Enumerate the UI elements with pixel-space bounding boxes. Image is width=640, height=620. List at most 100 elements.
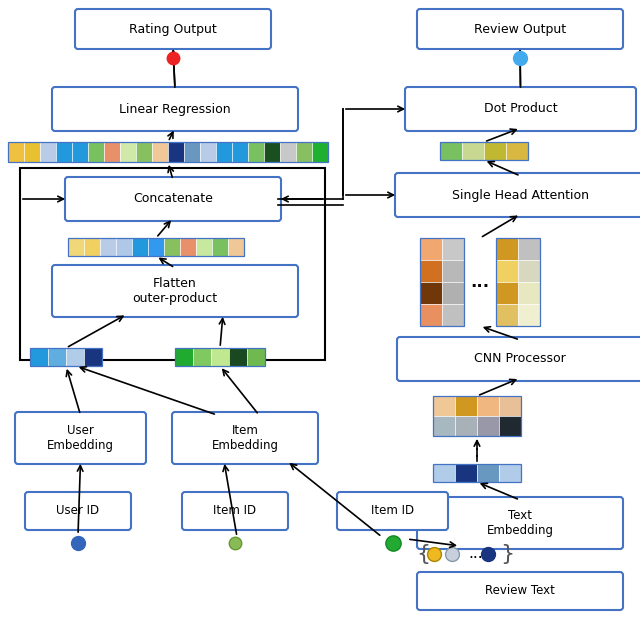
Text: ...: ... [468,546,483,562]
Bar [477,396,499,416]
Bar [175,348,265,366]
Bar [84,238,100,256]
Bar [518,238,540,260]
Bar [200,142,216,162]
Bar [433,396,455,416]
Bar [433,416,455,436]
FancyBboxPatch shape [395,173,640,217]
Bar [518,282,540,304]
Bar [420,238,464,326]
Bar [120,142,136,162]
Bar [168,142,184,162]
Bar [296,142,312,162]
FancyBboxPatch shape [417,572,623,610]
Bar [433,464,521,482]
Bar [216,142,232,162]
Bar [442,282,464,304]
Bar [132,238,148,256]
Bar [420,282,442,304]
Bar [8,142,24,162]
FancyBboxPatch shape [397,337,640,381]
Bar [420,238,442,260]
Bar [68,238,84,256]
Bar [440,142,528,160]
Bar [232,142,248,162]
Text: Review Text: Review Text [485,585,555,598]
FancyBboxPatch shape [25,492,131,530]
FancyBboxPatch shape [65,177,281,221]
Bar [280,142,296,162]
FancyBboxPatch shape [52,87,298,131]
Bar [440,142,462,160]
Text: User
Embedding: User Embedding [47,424,114,452]
Bar [499,416,521,436]
Bar [211,348,229,366]
Text: Flatten
outer-product: Flatten outer-product [132,277,218,305]
Bar [433,396,521,436]
Bar [196,238,212,256]
Bar [433,464,455,482]
Text: Item ID: Item ID [371,505,414,518]
Bar [248,142,264,162]
Text: }: } [500,544,514,564]
Bar [420,304,442,326]
Bar [148,238,164,256]
Bar [180,238,196,256]
Bar [496,260,518,282]
Bar [152,142,168,162]
Bar [496,238,540,326]
Bar [40,142,56,162]
Bar [477,464,499,482]
Bar [116,238,132,256]
Text: Rating Output: Rating Output [129,22,217,35]
Bar [496,238,518,260]
Bar [496,304,518,326]
Bar [164,238,180,256]
Bar [420,260,442,282]
Text: Dot Product: Dot Product [484,102,557,115]
Bar [477,416,499,436]
Bar [175,348,193,366]
Text: {: { [416,544,430,564]
Bar [496,282,518,304]
Bar [499,396,521,416]
Bar [506,142,528,160]
Bar [462,142,484,160]
Bar [212,238,228,256]
FancyBboxPatch shape [172,412,318,464]
FancyBboxPatch shape [15,412,146,464]
Bar [442,304,464,326]
Bar [66,348,84,366]
Text: Item
Embedding: Item Embedding [211,424,278,452]
Bar [455,416,477,436]
Bar [518,260,540,282]
Text: ⋮: ⋮ [468,441,486,459]
Text: Linear Regression: Linear Regression [119,102,231,115]
Bar [30,348,102,366]
Text: Review Output: Review Output [474,22,566,35]
FancyBboxPatch shape [417,9,623,49]
Bar [499,464,521,482]
FancyBboxPatch shape [337,492,448,530]
Bar [229,348,247,366]
Text: Item ID: Item ID [213,505,257,518]
Text: Text
Embedding: Text Embedding [486,509,554,537]
Bar [455,464,477,482]
Bar [88,142,104,162]
Text: CNN Processor: CNN Processor [474,353,566,366]
Bar [100,238,116,256]
Bar [247,348,265,366]
FancyBboxPatch shape [75,9,271,49]
Bar [484,142,506,160]
Bar [136,142,152,162]
Bar [518,304,540,326]
FancyBboxPatch shape [182,492,288,530]
Bar [84,348,102,366]
Text: Single Head Attention: Single Head Attention [452,188,589,202]
FancyBboxPatch shape [417,497,623,549]
Bar [30,348,48,366]
Bar [8,142,328,162]
FancyBboxPatch shape [52,265,298,317]
Bar [48,348,66,366]
Bar [264,142,280,162]
